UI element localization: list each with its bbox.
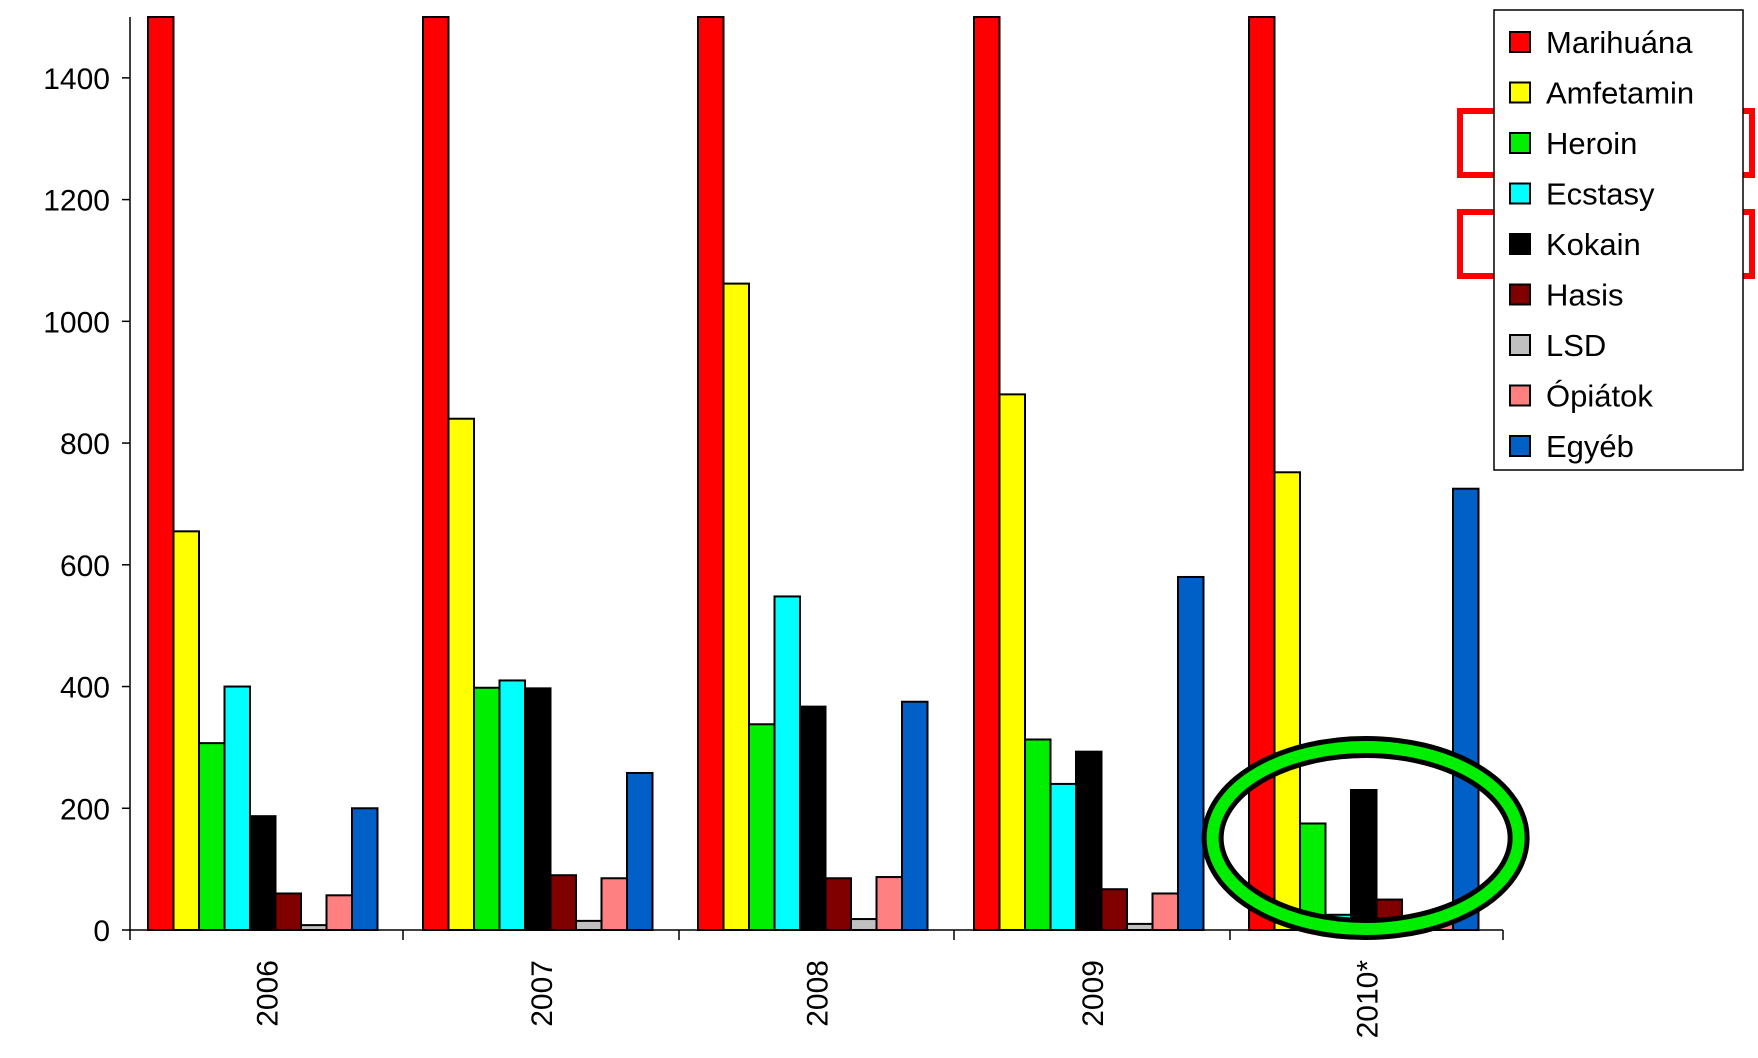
legend: Marihuána Amfetamin Heroin Ecstasy Kokain Has… <box>1493 9 1744 471</box>
legend-label: LSD <box>1546 328 1606 363</box>
y-axis: 0 200 400 600 800 1000 1200 1400 <box>43 17 131 948</box>
bar <box>901 700 929 931</box>
bar <box>1024 738 1052 931</box>
bar <box>300 924 328 932</box>
bar <box>722 282 750 931</box>
bar <box>1177 575 1205 931</box>
legend-swatch <box>1509 132 1531 154</box>
bar <box>748 723 776 932</box>
bar <box>524 687 552 931</box>
y-tick-label: 1200 <box>43 185 110 218</box>
bar <box>875 876 903 932</box>
bar <box>998 393 1026 931</box>
y-tick-label: 400 <box>60 672 110 705</box>
bar <box>198 742 226 932</box>
bar <box>626 771 654 931</box>
legend-swatch <box>1509 81 1531 104</box>
x-axis: 2006 2007 2008 2009 2010* <box>129 929 1504 1039</box>
bar-groups <box>147 16 1480 932</box>
bar <box>824 877 852 931</box>
bar-group <box>422 16 654 931</box>
bar <box>274 892 302 931</box>
bar <box>1273 471 1301 931</box>
legend-label: Egyéb <box>1546 429 1634 464</box>
legend-swatch <box>1509 283 1531 306</box>
bar <box>473 686 501 931</box>
bar <box>223 685 251 931</box>
legend-swatch <box>1509 435 1531 457</box>
bar <box>850 918 878 932</box>
bar <box>1452 487 1480 931</box>
bar <box>422 16 450 931</box>
x-tick-label: 2006 <box>252 960 285 1027</box>
legend-label: Kokain <box>1546 227 1641 262</box>
legend-label: Ópiátok <box>1546 379 1653 414</box>
x-tick-label: 2009 <box>1077 960 1110 1027</box>
bar <box>1248 16 1276 931</box>
y-tick-label: 200 <box>60 793 110 826</box>
y-tick-label: 800 <box>60 428 110 461</box>
bar <box>351 807 379 931</box>
legend-label: Hasis <box>1546 278 1624 313</box>
bar <box>600 877 628 931</box>
bar <box>773 595 801 932</box>
bar <box>575 919 603 931</box>
bar <box>697 16 725 931</box>
bar <box>172 530 200 931</box>
bar <box>973 16 1001 931</box>
y-tick-label: 1400 <box>43 63 110 96</box>
bar <box>249 815 277 931</box>
bar-group <box>697 16 929 932</box>
legend-label: Amfetamin <box>1546 76 1694 111</box>
y-tick-label: 1000 <box>43 306 110 339</box>
bar <box>1126 922 1154 931</box>
bar <box>1100 888 1128 932</box>
legend-swatch <box>1509 334 1531 356</box>
legend-label: Marihuána <box>1546 25 1693 60</box>
legend-box <box>1493 9 1744 471</box>
bar-group <box>973 16 1205 932</box>
legend-swatch <box>1509 233 1531 255</box>
x-tick-label: 2008 <box>802 960 835 1027</box>
bar <box>1049 782 1077 931</box>
bar <box>1350 789 1378 931</box>
bar <box>147 16 175 931</box>
y-tick-label: 600 <box>60 550 110 583</box>
x-tick-label: 2010* <box>1352 960 1385 1039</box>
bar-group <box>1248 16 1480 932</box>
legend-swatch <box>1509 182 1531 205</box>
bar <box>498 679 526 931</box>
bar <box>325 894 353 932</box>
bar <box>1075 750 1103 931</box>
bar <box>799 705 827 931</box>
bar-group <box>147 16 379 932</box>
y-tick-label: 0 <box>93 915 110 948</box>
x-tick-label: 2007 <box>526 960 559 1027</box>
bar <box>549 874 577 931</box>
legend-label: Heroin <box>1546 126 1637 161</box>
bar <box>1151 892 1179 931</box>
bar <box>447 417 475 931</box>
legend-label: Ecstasy <box>1546 177 1655 212</box>
legend-swatch <box>1509 31 1531 53</box>
highlight-ellipse <box>1206 741 1525 935</box>
legend-swatch <box>1509 384 1531 407</box>
